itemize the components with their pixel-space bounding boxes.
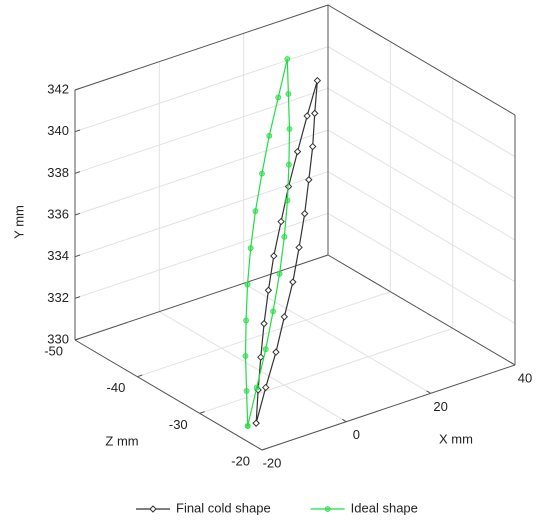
data-layer [242,56,322,429]
point [289,278,297,286]
grid-line [327,87,516,199]
x-tick-label: 20 [433,399,447,414]
point [247,245,254,252]
y-tick-label: 340 [47,123,69,138]
point [311,109,319,118]
point [284,56,291,62]
point [262,346,269,353]
point [305,176,313,184]
z-tick-label: -30 [169,417,188,432]
z-tick [261,447,268,451]
x-tick-label: -20 [263,455,282,470]
y-tick [74,171,81,174]
point [309,142,317,151]
point [243,317,249,324]
point [303,112,311,120]
axis-edge [74,254,329,341]
y-tick-label: 334 [47,248,69,263]
x-tick-label: 0 [353,427,360,442]
grid-line [74,212,329,299]
legend-label: Ideal shape [351,500,418,515]
grid-layer [74,4,516,451]
point [276,270,283,277]
point [277,217,285,226]
axis-edge [261,364,516,451]
point [270,308,276,315]
point [252,419,260,427]
x-tick [510,362,516,366]
grid-line [74,129,329,216]
y-tick [74,87,81,91]
grid-line [137,291,391,378]
grid-line [199,327,453,414]
legend-marker [324,506,331,512]
grid-line [159,311,347,423]
grid-line [74,87,329,174]
point [313,76,322,85]
y-axis-label: Y mm [11,205,26,239]
point [264,286,273,294]
point [275,94,282,101]
point [300,209,309,218]
grid-line [243,282,431,394]
y-tick [74,212,81,216]
axis-edge [327,254,516,366]
y-tick-label: 336 [47,206,69,221]
z-tick-label: -20 [231,453,250,468]
y-tick-label: 330 [47,331,69,346]
y-tick [74,296,81,299]
x-tick [426,390,431,394]
point [266,132,273,139]
grid-line [327,129,516,241]
y-tick [74,129,81,133]
point [285,91,292,97]
point [252,208,259,215]
z-tick-label: -40 [107,380,126,395]
point [286,161,292,168]
x-tick [342,418,347,423]
y-tick-label: 338 [47,165,69,180]
z-tick [74,337,81,341]
point [253,384,260,391]
z-axis-label: Z mm [105,433,138,448]
x-axis-label: X mm [439,431,473,446]
series-line [255,80,318,424]
point [284,197,291,204]
legend-marker [149,505,157,513]
axis-edge [74,4,329,91]
point [242,353,249,359]
point [260,319,268,328]
legend-label: Final cold shape [176,500,271,515]
y-tick-label: 342 [47,81,69,96]
grid-line [327,212,516,324]
point [270,252,278,260]
z-tick [137,374,143,378]
legend: Final cold shape Ideal shape [136,500,418,515]
point [243,388,250,394]
x-tick-label: 40 [518,370,532,385]
x-tick [257,447,263,451]
axis-edge [327,4,516,116]
y-tick [74,254,81,258]
point [272,348,280,356]
point [262,383,270,392]
z-tick-label: -50 [44,343,63,358]
y-tick-label: 332 [47,290,69,305]
z-tick [199,411,205,414]
point [259,170,265,177]
point [257,353,265,361]
grid-line [327,46,516,158]
point [286,126,293,132]
point [244,423,251,429]
grid-line [327,171,516,283]
point [295,243,303,252]
axis-edge [74,339,263,451]
point [281,233,288,240]
point [293,147,302,156]
axes-box: 330 332 334 336 338 340 342 -50 -40 -30 -20 -20 0 20 4… [44,4,532,470]
point [244,281,251,288]
point [280,313,289,321]
